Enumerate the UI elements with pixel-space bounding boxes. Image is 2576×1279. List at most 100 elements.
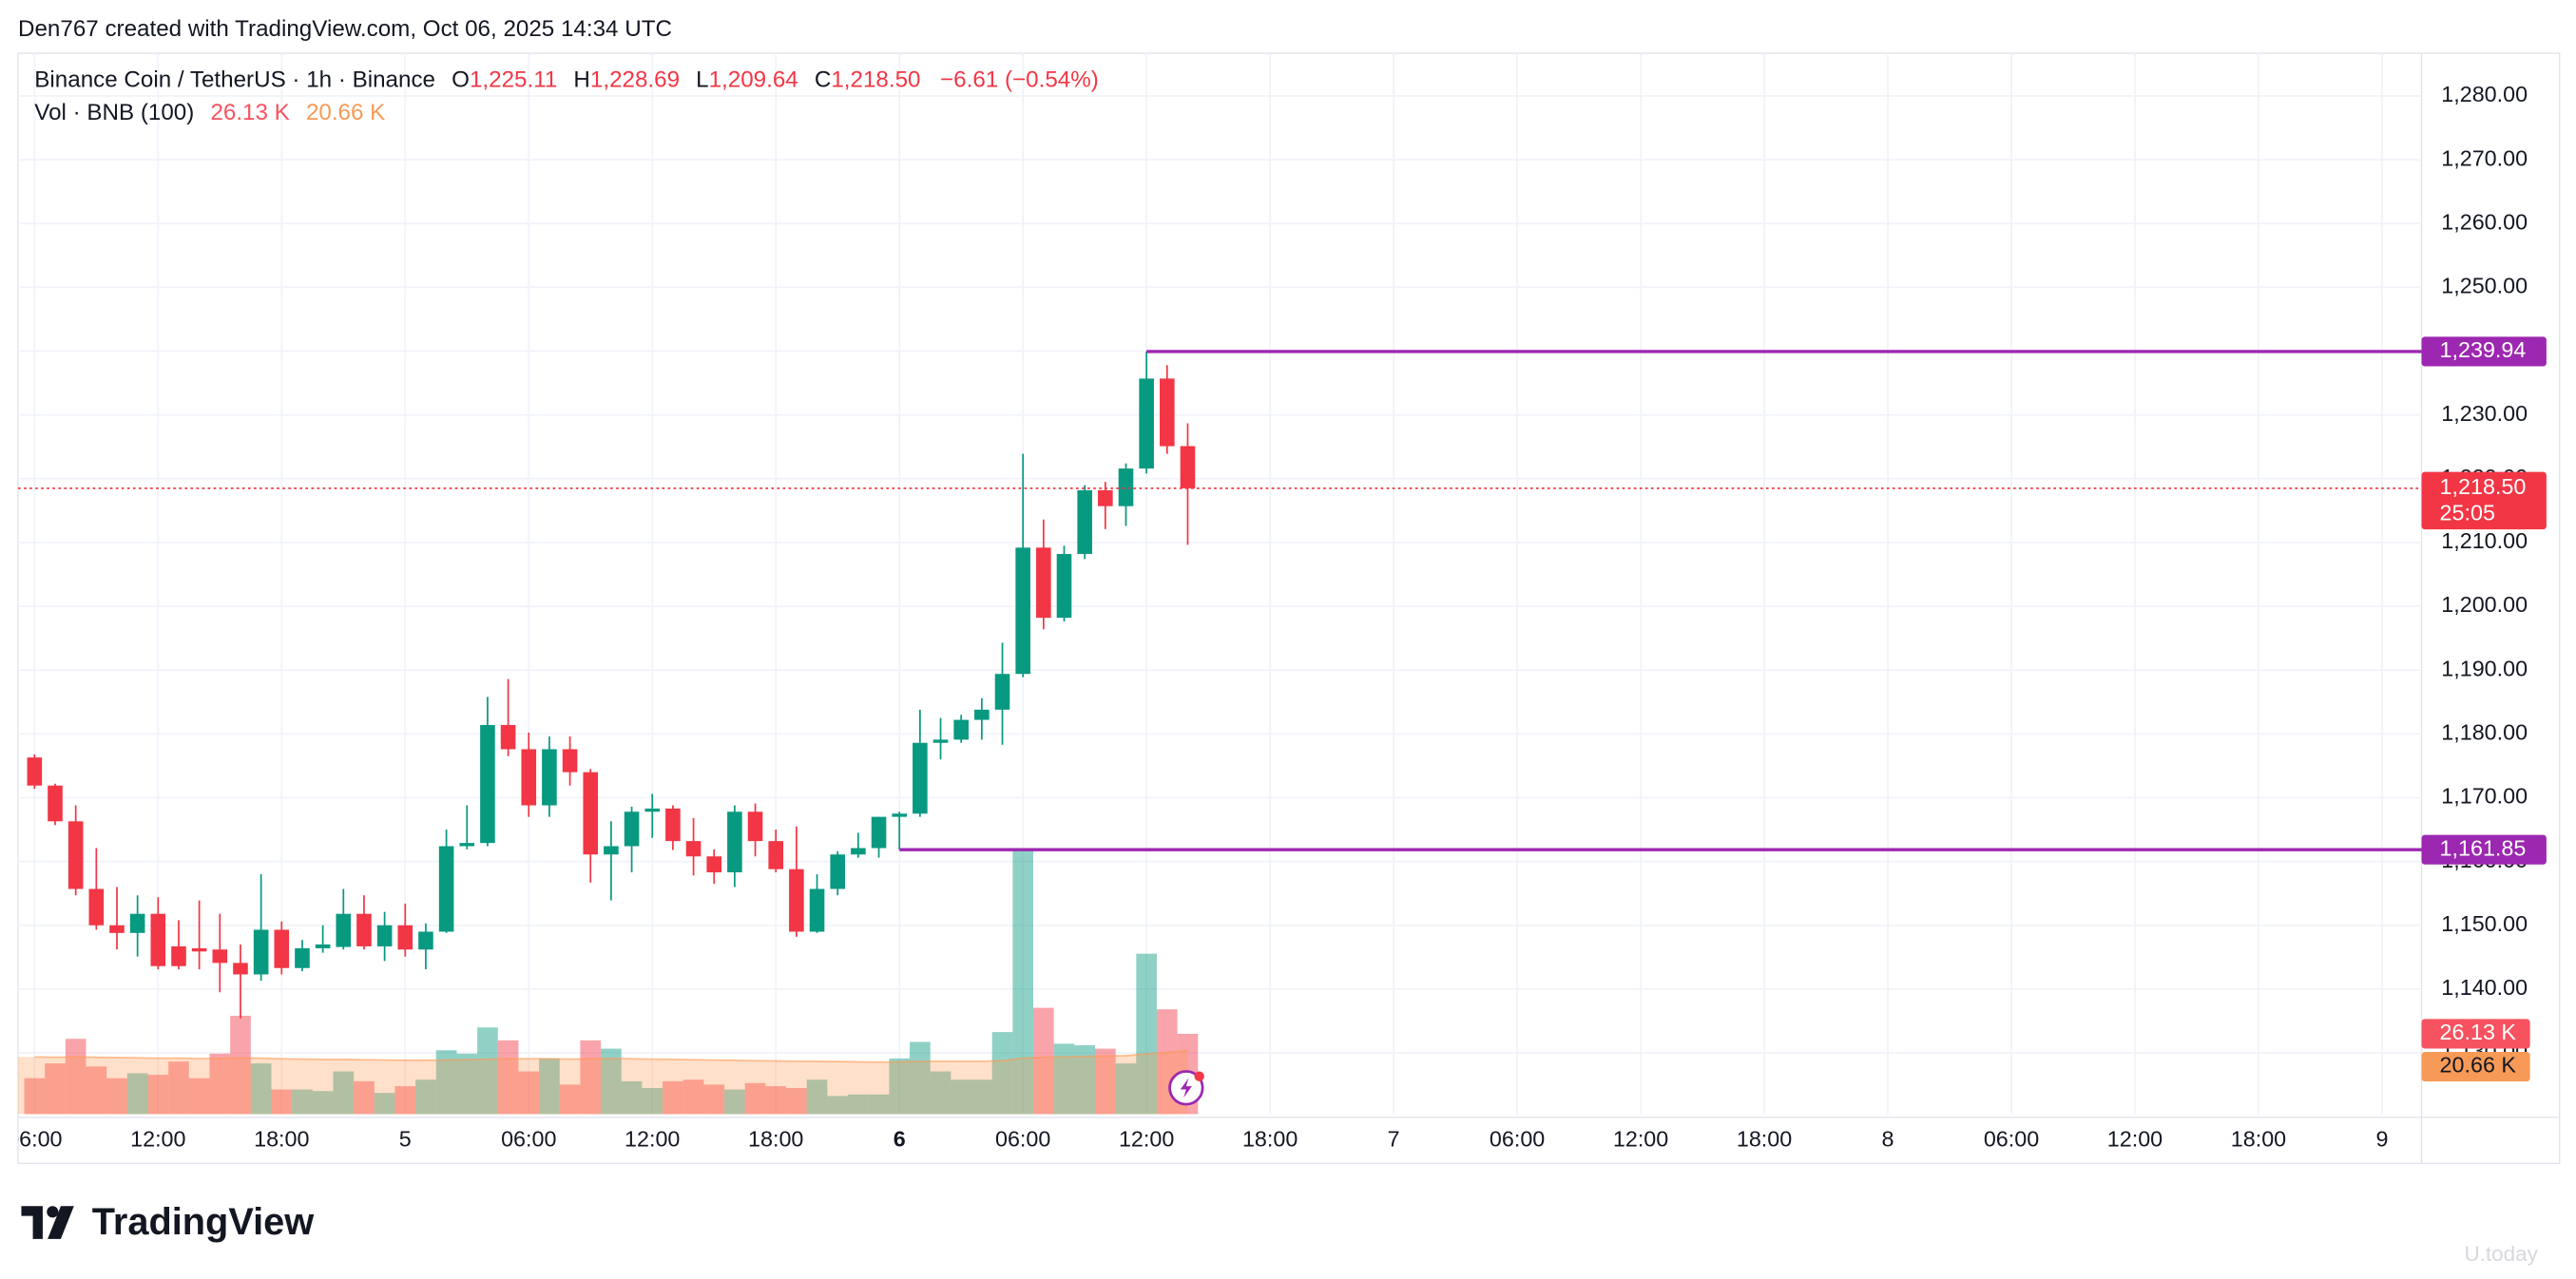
candle-body xyxy=(480,724,495,844)
candle-body xyxy=(583,772,599,855)
axes: 1,130.001,140.001,150.001,160.001,170.00… xyxy=(2441,82,2528,1063)
last-price-label: 1,218.50 xyxy=(2440,474,2527,499)
volume-bar xyxy=(663,1080,683,1115)
candle-body xyxy=(1015,547,1030,675)
volume-bar xyxy=(1053,1043,1075,1115)
volume-bar xyxy=(786,1087,807,1115)
y-tick-label: 1,280.00 xyxy=(2441,82,2528,106)
volume-bar xyxy=(1074,1045,1095,1115)
volume-bar xyxy=(188,1078,210,1115)
volume-pane xyxy=(18,849,1199,1115)
x-tick-label: 9 xyxy=(2375,1126,2388,1151)
volume-bar xyxy=(415,1079,436,1115)
level-label: 1,239.94 xyxy=(2440,337,2527,362)
y-tick-label: 1,270.00 xyxy=(2441,145,2528,170)
volume-bar xyxy=(168,1061,189,1115)
candle-body xyxy=(562,749,578,773)
volume-bar xyxy=(642,1087,663,1115)
candle-body xyxy=(48,785,63,822)
volume-bar xyxy=(435,1050,457,1115)
y-tick-label: 1,210.00 xyxy=(2441,528,2528,553)
candle-body xyxy=(542,749,557,806)
volume-bar xyxy=(477,1027,498,1115)
volume-bar xyxy=(333,1071,355,1115)
volume-bar xyxy=(910,1041,931,1115)
candle-body xyxy=(768,841,784,869)
candle-body xyxy=(315,944,331,948)
candle-body xyxy=(253,929,269,975)
x-tick-label: 5 xyxy=(399,1126,412,1151)
ohlc-key: L xyxy=(696,67,708,93)
candle-body xyxy=(624,811,640,847)
y-tick-label: 1,150.00 xyxy=(2441,911,2528,936)
last-price-box xyxy=(2421,471,2547,530)
x-tick-label: 18:00 xyxy=(2231,1126,2286,1151)
candle-body xyxy=(1077,489,1092,555)
volume-legend: Vol · BNB (100) 26.13 K 20.66 K xyxy=(34,100,385,125)
candle-body xyxy=(892,813,907,817)
level-label: 1,161.85 xyxy=(2440,835,2527,860)
volume-bar xyxy=(682,1079,704,1115)
candle-body xyxy=(397,925,413,950)
volume-bar xyxy=(601,1048,622,1115)
volume-ma-value: 20.66 K xyxy=(306,100,385,125)
volume-bar xyxy=(250,1063,272,1115)
candle-body xyxy=(27,757,43,786)
plot xyxy=(18,350,2422,1019)
volume-bar xyxy=(827,1096,849,1115)
candle-body xyxy=(1036,547,1051,619)
x-tick-label: 18:00 xyxy=(254,1126,309,1151)
volume-bar xyxy=(744,1082,766,1115)
change: −6.61 (−0.54%) xyxy=(940,67,1099,93)
candle-body xyxy=(665,808,681,842)
y-tick-label: 1,250.00 xyxy=(2441,274,2528,298)
volume-bar xyxy=(559,1084,581,1115)
volume-bar xyxy=(147,1075,169,1115)
volume-bar xyxy=(106,1078,127,1115)
x-tick-label: 06:00 xyxy=(7,1126,62,1151)
x-tick-label: 18:00 xyxy=(748,1126,803,1151)
y-tick-label: 1,170.00 xyxy=(2441,784,2528,809)
candle-body xyxy=(150,913,166,966)
volume-bar xyxy=(45,1063,66,1115)
x-tick-label: 12:00 xyxy=(2107,1126,2163,1151)
level-label-box xyxy=(2421,834,2547,865)
level-label-box xyxy=(2421,336,2547,367)
x-tick-label: 06:00 xyxy=(1984,1126,2039,1151)
volume-bar xyxy=(374,1093,395,1115)
lightning-icon[interactable] xyxy=(1168,1070,1204,1106)
volume-bar xyxy=(848,1094,869,1115)
watermark: U.today xyxy=(2464,1242,2538,1266)
volume-bar xyxy=(806,1079,828,1115)
candle-body xyxy=(109,925,125,933)
volume-bar xyxy=(1094,1048,1116,1115)
countdown: 25:05 xyxy=(2440,501,2495,525)
candle-body xyxy=(974,709,990,720)
candle-body xyxy=(336,913,352,947)
volume-bar xyxy=(271,1089,293,1115)
chart-frame xyxy=(17,52,2561,1165)
volume-bar xyxy=(1012,849,1034,1115)
volume-bar xyxy=(312,1091,334,1115)
volume-bar xyxy=(1136,953,1157,1115)
x-tick-label: 06:00 xyxy=(501,1126,556,1151)
x-tick-label: 12:00 xyxy=(1613,1126,1668,1151)
volume-bar xyxy=(1033,1007,1054,1115)
candle-body xyxy=(67,821,84,889)
x-tick-label: 12:00 xyxy=(130,1126,185,1151)
y-tick-label: 1,190.00 xyxy=(2441,656,2528,680)
candle-body xyxy=(295,947,310,968)
candle-body xyxy=(604,846,619,855)
y-tick-label: 1,230.00 xyxy=(2441,401,2528,426)
candle-body xyxy=(129,913,145,933)
credit: Den767 created with TradingView.com, Oct… xyxy=(18,16,672,42)
volume-ma-line xyxy=(34,1049,1188,1063)
candle-body xyxy=(459,843,475,847)
volume-bar xyxy=(621,1080,643,1115)
symbol-title: Binance Coin / TetherUS · 1h · Binance xyxy=(34,67,435,93)
candle-body xyxy=(438,846,454,932)
candle-body xyxy=(747,811,763,842)
volume-bar xyxy=(24,1078,46,1115)
candle-body xyxy=(644,808,661,812)
